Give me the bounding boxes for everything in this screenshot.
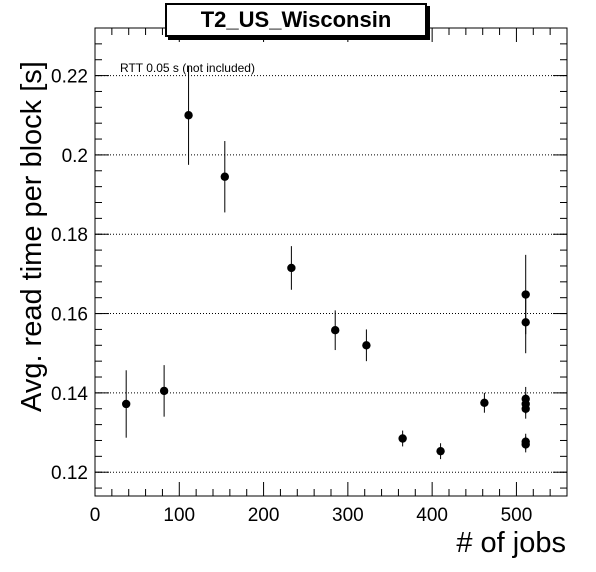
y-tick-label: 0.16 — [51, 305, 88, 326]
x-tick-label: 300 — [332, 505, 364, 526]
y-tick-label: 0.2 — [62, 146, 88, 167]
x-tick-label: 400 — [416, 505, 448, 526]
data-point — [362, 341, 371, 350]
x-tick-label: 0 — [90, 505, 101, 526]
data-point — [331, 326, 340, 335]
data-point — [184, 111, 193, 120]
x-axis-label: # of jobs — [456, 527, 566, 559]
y-tick-label: 0.12 — [51, 463, 88, 484]
data-point — [480, 398, 489, 407]
y-tick-label: 0.14 — [51, 384, 88, 405]
x-tick-label: 100 — [163, 505, 195, 526]
rtt-annotation: RTT 0.05 s (not included) — [120, 61, 255, 75]
x-tick-label: 500 — [501, 505, 533, 526]
data-point — [398, 434, 407, 443]
data-point — [521, 440, 530, 449]
data-point — [121, 399, 131, 409]
data-point — [287, 263, 296, 273]
data-point — [436, 446, 445, 456]
y-tick-label: 0.18 — [51, 225, 88, 246]
data-point — [521, 404, 530, 413]
plot-frame — [94, 27, 568, 497]
y-axis-label: Avg. read time per block [s] — [16, 61, 48, 412]
data-point — [521, 318, 530, 327]
y-tick-label: 0.22 — [51, 67, 88, 88]
data-point — [159, 386, 169, 396]
chart-title: T2_US_Wisconsin — [165, 3, 427, 37]
data-point — [220, 172, 229, 181]
x-tick-label: 200 — [248, 505, 280, 526]
